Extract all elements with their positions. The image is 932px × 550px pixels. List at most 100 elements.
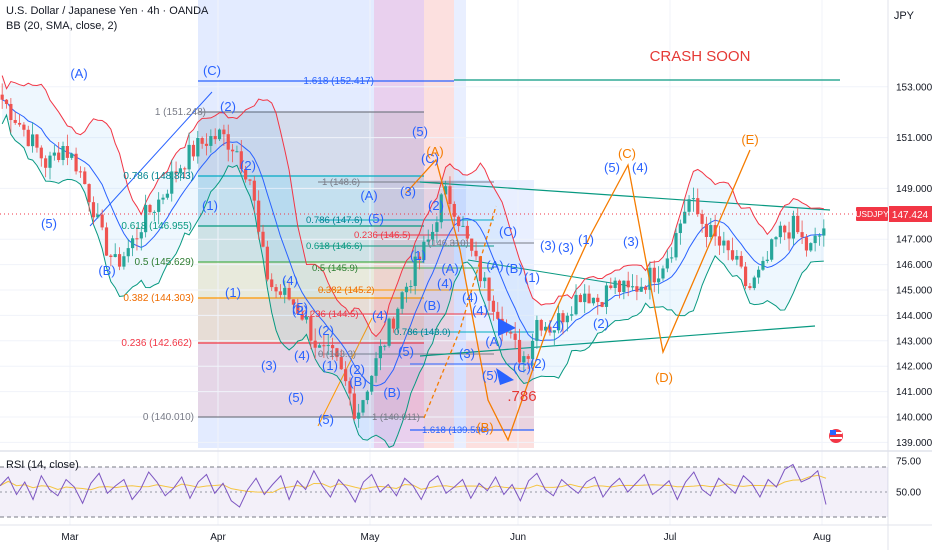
candle-body (48, 155, 52, 168)
candle-body (626, 280, 630, 288)
wave-label-blue: (B) (383, 385, 400, 400)
wave-label-blue: (1) (225, 285, 241, 300)
wave-label-blue: (5) (604, 160, 620, 175)
candle-body (278, 291, 283, 295)
candle-body (104, 227, 109, 256)
candle-body (600, 302, 604, 307)
candle-body (183, 168, 187, 170)
candle-body (44, 158, 48, 168)
wave-label-blue: (5) (398, 344, 414, 359)
candle-body (770, 239, 774, 260)
candle-body (665, 258, 669, 269)
wave-label-blue: (2) (428, 198, 444, 213)
candle-body (561, 313, 565, 323)
wave-label-blue: (5) (482, 368, 498, 383)
candle-body (248, 179, 252, 181)
fib2-label: 1 (140.011) (372, 412, 420, 423)
wave-label-blue: (4) (437, 276, 453, 291)
time-tick-label: Jun (510, 532, 526, 543)
time-tick-label: Mar (61, 532, 79, 543)
candle-body (300, 313, 304, 320)
candle-body (226, 134, 230, 150)
price-tick-label: 145.000 (896, 286, 932, 297)
candle-body (526, 356, 530, 359)
candle-body (70, 153, 74, 158)
candle-body (565, 315, 569, 323)
candle-body (187, 144, 191, 170)
candle-body (100, 214, 104, 228)
candle-body (796, 215, 800, 233)
wave-label-blue: (B) (423, 298, 440, 313)
candle-body (717, 236, 722, 246)
wave-label-blue: (A) (70, 66, 87, 81)
candle-body (165, 193, 169, 198)
wave-label-orange: (D) (655, 370, 673, 385)
candle-body (596, 297, 600, 303)
candle-body (383, 345, 387, 347)
fib-label-0: 0 (140.010) (143, 412, 194, 423)
bollinger-fill (2, 75, 824, 448)
fib2-label: 0 (143.3) (318, 349, 356, 360)
candle-body (570, 314, 574, 316)
candle-body (91, 202, 96, 218)
trend-lines (89, 79, 840, 427)
price-tick-label: 146.000 (896, 260, 932, 271)
candle-body (822, 228, 826, 236)
candle-body (639, 286, 643, 292)
currency-label[interactable]: JPY (893, 10, 914, 22)
fib-labels-right: 1 (148.6) 0.786 (147.6) 0.618 (146.6) 0.5 (… (302, 177, 489, 436)
price-tick-label: 143.000 (896, 336, 932, 347)
candle-body (26, 129, 30, 147)
bollinger-basis (1, 99, 824, 387)
candle-body (457, 216, 461, 227)
candle-body (265, 246, 269, 280)
wave-label-blue: (4) (462, 290, 478, 305)
bollinger-upper (1, 75, 824, 338)
candle-body (413, 256, 417, 287)
candle-body (209, 136, 213, 146)
candle-body (578, 294, 582, 303)
wave-label-blue: (2) (292, 303, 308, 318)
wave-label-blue: (C) (421, 151, 439, 166)
candle-body (552, 330, 556, 333)
candle-body (635, 286, 639, 292)
candle-body (139, 232, 143, 239)
candle-body (65, 146, 69, 158)
candle-body (135, 238, 139, 240)
wave-label-blue: (2) (318, 323, 334, 338)
wave-label-blue: (C) (203, 63, 221, 78)
candle-body (487, 277, 491, 301)
fib-lines-right (318, 181, 534, 431)
candle-body (304, 316, 309, 320)
wave-label-blue: (2) (593, 316, 609, 331)
wave-label-orange: (C) (618, 146, 636, 161)
candle-body (422, 241, 426, 261)
candle-body (261, 231, 265, 247)
bollinger-bands (1, 75, 824, 448)
candle-body (270, 279, 274, 288)
candle-body (330, 345, 335, 349)
wave-label-blue: (3) (459, 346, 475, 361)
fib2-label: 0.618 (146.6) (306, 241, 363, 252)
candle-body (117, 254, 122, 267)
candle-body (283, 287, 287, 295)
candle-body (52, 152, 56, 156)
candle-body (130, 238, 135, 249)
fib2-label: 1 (148.6) (322, 177, 360, 188)
candle-body (474, 250, 478, 257)
candle-body (387, 318, 391, 346)
wave-label-orange: (B) (476, 420, 493, 435)
candle-body (652, 267, 656, 283)
candle-body (109, 255, 113, 258)
rsi-line (0, 463, 827, 508)
candle-body (622, 280, 626, 293)
candle-body (244, 169, 248, 180)
candle-body (144, 204, 148, 233)
candle-body (730, 250, 735, 260)
trendline-channel-a (467, 259, 631, 287)
price-tick-label: 139.000 (896, 438, 932, 449)
bollinger-lower (1, 113, 824, 448)
candle-body (348, 381, 352, 394)
candle-body (513, 333, 517, 340)
